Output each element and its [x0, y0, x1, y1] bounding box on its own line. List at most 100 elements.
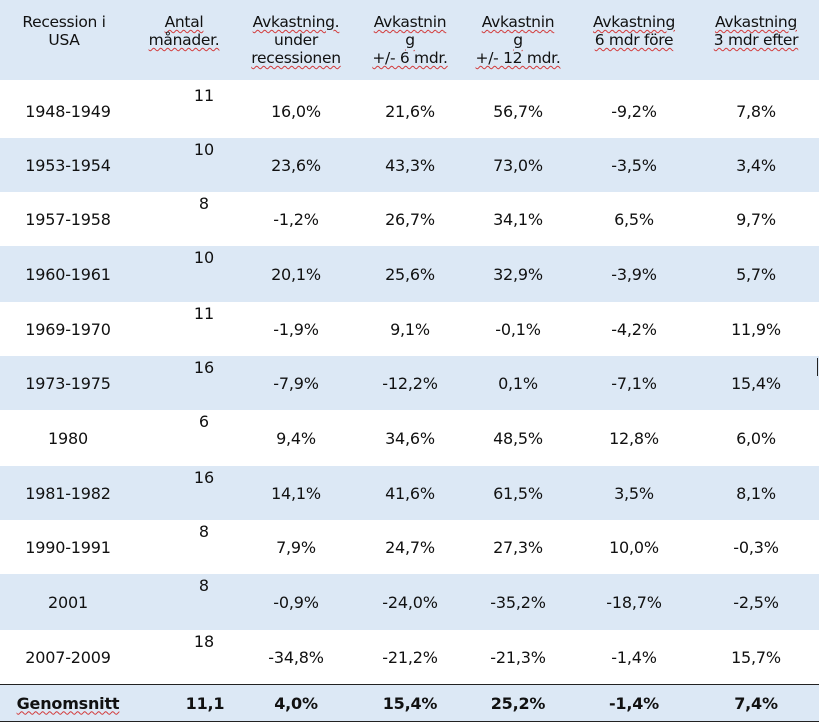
- cell-pm6: 9,1%: [390, 319, 430, 339]
- cell-pm12: 32,9%: [493, 264, 543, 284]
- cell-period: 1980: [48, 428, 88, 448]
- cell-pm12: 73,0%: [493, 155, 543, 175]
- cell-months: 10: [193, 248, 215, 267]
- cell-before6: -1,4%: [611, 647, 657, 667]
- cell-before6: -3,9%: [611, 264, 657, 284]
- cell-months: 6: [198, 412, 210, 431]
- cell-before6: 12,8%: [609, 428, 659, 448]
- average-before6: -1,4%: [608, 693, 660, 713]
- cell-months: 8: [198, 194, 210, 213]
- average-row: Genomsnitt 11,1 4,0% 15,4% 25,2% -1,4% 7…: [0, 684, 819, 722]
- cell-before6: -9,2%: [611, 101, 657, 121]
- cell-pm12: -21,3%: [490, 647, 546, 667]
- cell-before6: -18,7%: [606, 592, 662, 612]
- cell-months: 18: [193, 632, 215, 651]
- cell-after3: 7,8%: [736, 101, 776, 121]
- cell-pm6: 24,7%: [385, 537, 435, 557]
- cell-pm12: 56,7%: [493, 101, 543, 121]
- cell-after3: 11,9%: [731, 319, 781, 339]
- cell-period: 1990-1991: [25, 537, 111, 557]
- cell-during: 14,1%: [271, 483, 321, 503]
- average-label: Genomsnitt: [16, 693, 120, 713]
- cell-pm6: 26,7%: [385, 209, 435, 229]
- table-row: 1981-1982 16 14,1% 41,6% 61,5% 3,5% 8,1%: [0, 466, 819, 520]
- cell-months: 16: [193, 468, 215, 487]
- table-header: Recession i USA Antal månader. Avkastnin…: [0, 0, 819, 80]
- cell-after3: 5,7%: [736, 264, 776, 284]
- cell-during: -0,9%: [273, 592, 319, 612]
- average-months: 11,1: [185, 693, 225, 713]
- cell-before6: -4,2%: [611, 319, 657, 339]
- cell-after3: 8,1%: [736, 483, 776, 503]
- cell-months: 11: [193, 304, 215, 323]
- cell-before6: 3,5%: [614, 483, 654, 503]
- cell-pm6: 34,6%: [385, 428, 435, 448]
- cell-pm6: -24,0%: [382, 592, 438, 612]
- cell-pm6: 43,3%: [385, 155, 435, 175]
- header-pm6: Avkastnin g +/- 6 mdr.: [372, 13, 448, 67]
- table-row: 1990-1991 8 7,9% 24,7% 27,3% 10,0% -0,3%: [0, 520, 819, 574]
- cell-after3: 15,7%: [731, 647, 781, 667]
- header-months: Antal månader.: [148, 13, 220, 49]
- cell-during: 7,9%: [276, 537, 316, 557]
- header-during: Avkastning. under recessionen: [251, 13, 341, 67]
- cell-during: -7,9%: [273, 373, 319, 393]
- table-row: 2007-2009 18 -34,8% -21,2% -21,3% -1,4% …: [0, 630, 819, 684]
- cell-period: 1981-1982: [25, 483, 111, 503]
- cell-after3: 3,4%: [736, 155, 776, 175]
- cell-pm12: 27,3%: [493, 537, 543, 557]
- cell-months: 11: [193, 86, 215, 105]
- cell-pm12: 61,5%: [493, 483, 543, 503]
- header-recession: Recession i USA: [22, 13, 106, 49]
- cell-after3: 6,0%: [736, 428, 776, 448]
- cell-after3: 9,7%: [736, 209, 776, 229]
- table-row: 1969-1970 11 -1,9% 9,1% -0,1% -4,2% 11,9…: [0, 302, 819, 356]
- cell-months: 8: [198, 522, 210, 541]
- cell-months: 16: [193, 358, 215, 377]
- table-row: 1960-1961 10 20,1% 25,6% 32,9% -3,9% 5,7…: [0, 246, 819, 302]
- table-row: 2001 8 -0,9% -24,0% -35,2% -18,7% -2,5%: [0, 574, 819, 630]
- header-before6: Avkastning 6 mdr före: [592, 13, 675, 49]
- cell-pm12: -35,2%: [490, 592, 546, 612]
- average-after3: 7,4%: [734, 693, 778, 713]
- cell-during: -34,8%: [268, 647, 324, 667]
- cell-period: 1948-1949: [25, 101, 111, 121]
- cell-pm12: 34,1%: [493, 209, 543, 229]
- table-row: 1948-1949 11 16,0% 21,6% 56,7% -9,2% 7,8…: [0, 84, 819, 138]
- cell-during: 20,1%: [271, 264, 321, 284]
- average-during: 4,0%: [274, 693, 318, 713]
- table-row: 1953-1954 10 23,6% 43,3% 73,0% -3,5% 3,4…: [0, 138, 819, 192]
- cell-during: 9,4%: [276, 428, 316, 448]
- cell-pm6: -21,2%: [382, 647, 438, 667]
- cell-during: 23,6%: [271, 155, 321, 175]
- cell-before6: -3,5%: [611, 155, 657, 175]
- table-row: 1973-1975 16 -7,9% -12,2% 0,1% -7,1% 15,…: [0, 356, 819, 410]
- cell-pm12: 48,5%: [493, 428, 543, 448]
- cell-pm12: 0,1%: [498, 373, 538, 393]
- header-pm12: Avkastnin g +/- 12 mdr.: [475, 13, 561, 67]
- cell-pm12: -0,1%: [495, 319, 541, 339]
- cell-during: -1,9%: [273, 319, 319, 339]
- cell-after3: -2,5%: [733, 592, 779, 612]
- cell-period: 1969-1970: [25, 319, 111, 339]
- cell-pm6: 41,6%: [385, 483, 435, 503]
- average-pm12: 25,2%: [490, 693, 546, 713]
- cell-after3: -0,3%: [733, 537, 779, 557]
- cell-period: 1973-1975: [25, 373, 111, 393]
- header-after3: Avkastning 3 mdr efter: [713, 13, 799, 49]
- cell-months: 10: [193, 140, 215, 159]
- cell-pm6: 25,6%: [385, 264, 435, 284]
- cell-period: 1957-1958: [25, 209, 111, 229]
- cell-months: 8: [198, 576, 210, 595]
- cell-before6: -7,1%: [611, 373, 657, 393]
- cell-before6: 10,0%: [609, 537, 659, 557]
- edge-tick-divider: [817, 358, 818, 376]
- average-pm6: 15,4%: [382, 693, 438, 713]
- cell-period: 2001: [48, 592, 88, 612]
- cell-pm6: 21,6%: [385, 101, 435, 121]
- table-row: 1957-1958 8 -1,2% 26,7% 34,1% 6,5% 9,7%: [0, 192, 819, 246]
- table-row: 1980 6 9,4% 34,6% 48,5% 12,8% 6,0%: [0, 410, 819, 466]
- cell-period: 2007-2009: [25, 647, 111, 667]
- cell-period: 1960-1961: [25, 264, 111, 284]
- cell-period: 1953-1954: [25, 155, 111, 175]
